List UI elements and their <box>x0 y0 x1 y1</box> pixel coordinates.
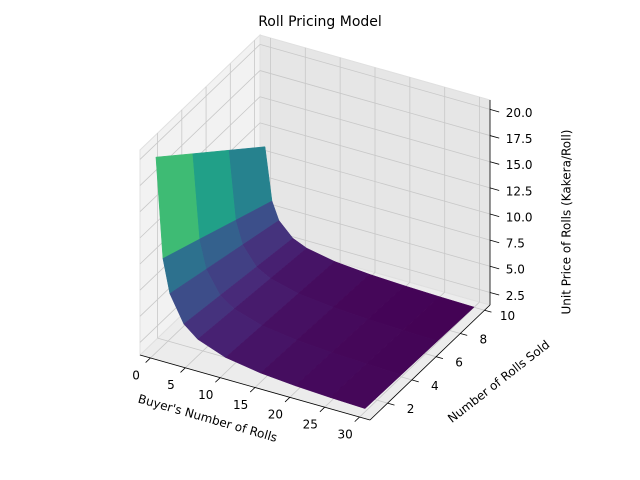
z-tick-label: 17.5 <box>506 132 533 146</box>
y-tick-label: 2 <box>407 402 415 416</box>
z-tick-label: 2.5 <box>506 289 525 303</box>
grid-line <box>259 174 491 241</box>
tick-mark <box>489 109 500 113</box>
z-tick-label: 10.0 <box>506 210 533 224</box>
tick-mark <box>354 416 360 422</box>
axis-line <box>369 304 491 421</box>
tick-mark <box>411 379 419 383</box>
y-tick-label: 10 <box>500 309 515 323</box>
tick-mark <box>489 239 500 244</box>
z-tick-label: 20.0 <box>506 106 533 120</box>
surface-patch <box>329 363 402 409</box>
x-tick-label: 15 <box>233 398 248 412</box>
grid-line <box>259 148 491 215</box>
tick-mark <box>319 406 325 413</box>
tick-mark <box>145 357 151 363</box>
x-tick-label: 10 <box>198 388 213 402</box>
tick-mark <box>489 135 500 139</box>
tick-mark <box>284 397 291 403</box>
y-tick-label: 4 <box>431 379 439 393</box>
grid-line <box>259 96 491 163</box>
tick-mark <box>387 402 395 406</box>
x-tick-label: 5 <box>167 378 175 392</box>
z-axis-label: Unit Price of Rolls (Kakera/Roll) <box>560 129 574 314</box>
grid-line <box>259 70 491 136</box>
y-tick-label: 6 <box>455 356 463 370</box>
tick-mark <box>489 292 500 296</box>
tick-mark <box>489 187 500 191</box>
grid-line <box>259 227 491 293</box>
z-tick-label: 12.5 <box>506 184 533 198</box>
x-tick-label: 25 <box>303 417 318 431</box>
tick-mark <box>489 161 500 165</box>
tick-mark <box>489 265 500 270</box>
surface <box>155 146 475 409</box>
grid-line <box>359 301 480 418</box>
x-tick-label: 20 <box>268 408 283 422</box>
grid-line <box>139 44 261 160</box>
x-tick-label: 30 <box>338 427 353 441</box>
z-tick-label: 5.0 <box>506 263 525 277</box>
y-axis-label: Number of Rolls Sold <box>445 338 552 426</box>
grid-line <box>259 44 491 110</box>
tick-mark <box>215 377 221 383</box>
tick-mark <box>249 387 256 393</box>
tick-mark <box>489 213 500 217</box>
grid-line <box>259 200 491 267</box>
axis-line <box>139 354 371 421</box>
grid-line <box>259 122 491 189</box>
tick-mark <box>460 333 468 336</box>
tick-mark <box>180 367 186 373</box>
tick-mark <box>435 356 444 360</box>
tick-mark <box>484 309 492 313</box>
z-tick-label: 7.5 <box>506 237 525 251</box>
z-tick-label: 15.0 <box>506 158 533 172</box>
chart-title: Roll Pricing Model <box>258 14 382 30</box>
x-tick-label: 0 <box>132 368 140 382</box>
y-tick-label: 8 <box>479 332 487 346</box>
